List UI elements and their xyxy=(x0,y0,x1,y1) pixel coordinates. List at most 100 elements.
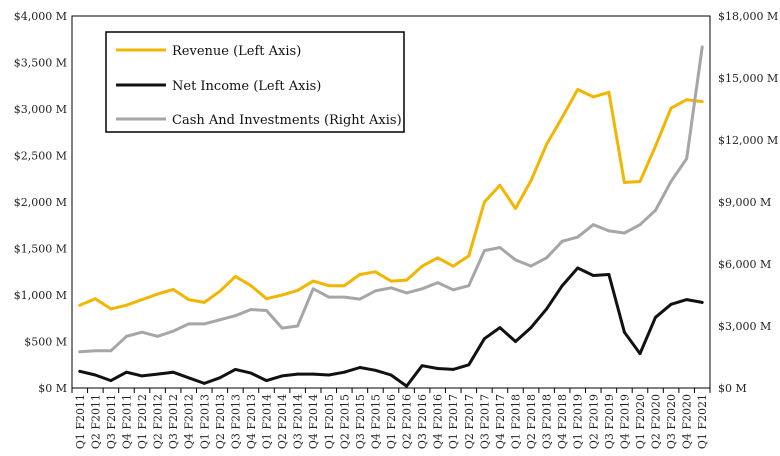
x-axis-tick-label: Q3 F2017 xyxy=(478,394,491,449)
x-axis-tick-label: Q2 F2019 xyxy=(587,394,600,449)
left-axis-ticks: $0 M $500 M $1,000 M $1,500 M $2,000 M $2,500… xyxy=(14,10,67,395)
x-axis-tick-label: Q2 F2013 xyxy=(214,394,227,449)
x-axis-tick-label: Q4 F2012 xyxy=(183,394,196,449)
data-point-revenue xyxy=(591,95,595,99)
data-point-net-income xyxy=(529,326,533,329)
data-point-net-income xyxy=(700,301,704,304)
data-point-cash-and-investments xyxy=(202,322,206,326)
left-axis-tick-label: $3,500 M xyxy=(14,57,67,70)
data-point-net-income xyxy=(576,266,580,270)
x-axis-ticks: Q1 F2011 Q2 F2011 Q3 F2011 Q4 F2011 Q1 F2012… xyxy=(71,388,711,449)
data-point-net-income xyxy=(358,366,362,369)
data-point-revenue xyxy=(529,179,533,183)
x-axis-tick-label: Q1 F2021 xyxy=(696,394,709,449)
legend: Revenue (Left Axis) Net Income (Left Axi… xyxy=(105,31,405,133)
x-axis-tick-label: Q3 F2014 xyxy=(292,394,305,449)
data-point-revenue xyxy=(576,88,580,91)
data-point-revenue xyxy=(405,278,408,282)
data-point-net-income xyxy=(436,367,440,370)
data-point-revenue xyxy=(202,301,206,304)
data-point-cash-and-investments xyxy=(311,287,315,291)
data-point-cash-and-investments xyxy=(607,229,611,233)
x-axis-tick-label: Q1 F2020 xyxy=(634,394,647,449)
data-point-cash-and-investments xyxy=(669,179,673,183)
x-axis-tick-label: Q1 F2013 xyxy=(198,394,211,449)
data-point-cash-and-investments xyxy=(280,326,284,330)
data-point-revenue xyxy=(156,292,160,296)
x-axis-tick-label: Q1 F2014 xyxy=(261,394,274,449)
data-point-cash-and-investments xyxy=(296,324,299,328)
data-point-net-income xyxy=(342,370,346,374)
x-axis-tick-label: Q3 F2018 xyxy=(541,394,554,449)
data-point-cash-and-investments xyxy=(140,330,144,334)
right-axis-tick-label: $18,000 M xyxy=(718,10,778,23)
data-point-revenue xyxy=(78,303,82,307)
x-axis-tick-label: Q3 F2016 xyxy=(416,394,429,449)
x-axis-tick-label: Q4 F2018 xyxy=(556,394,569,449)
right-axis-tick-label: $15,000 M xyxy=(718,72,778,85)
data-point-revenue xyxy=(93,297,97,301)
data-point-cash-and-investments xyxy=(234,314,237,318)
x-axis-tick-label: Q1 F2015 xyxy=(323,394,336,449)
data-point-cash-and-investments xyxy=(638,223,642,227)
data-point-revenue xyxy=(358,273,362,276)
plot-area xyxy=(71,15,711,389)
data-point-cash-and-investments xyxy=(78,350,82,354)
data-point-net-income xyxy=(280,374,284,378)
data-point-revenue xyxy=(451,264,455,268)
data-point-net-income xyxy=(249,371,253,375)
data-point-cash-and-investments xyxy=(623,231,626,235)
data-point-cash-and-investments xyxy=(249,308,253,311)
data-point-revenue xyxy=(125,303,128,307)
data-point-cash-and-investments xyxy=(156,334,160,338)
data-point-cash-and-investments xyxy=(171,329,175,333)
x-axis-tick-label: Q2 F2011 xyxy=(89,394,102,449)
data-point-net-income xyxy=(202,382,206,385)
data-point-net-income xyxy=(125,370,128,374)
data-point-revenue xyxy=(218,289,222,293)
data-point-net-income xyxy=(451,368,455,371)
x-axis-tick-label: Q2 F2015 xyxy=(338,394,351,449)
left-axis-tick-label: $1,000 M xyxy=(14,289,67,302)
left-axis-tick-label: $0 M xyxy=(38,382,67,395)
data-point-net-income xyxy=(140,374,144,378)
data-point-cash-and-investments xyxy=(420,287,424,291)
data-point-revenue xyxy=(607,90,611,94)
data-point-cash-and-investments xyxy=(405,291,408,295)
data-point-net-income xyxy=(374,368,377,372)
legend-label-revenue: Revenue (Left Axis) xyxy=(172,44,301,59)
x-axis-tick-label: Q2 F2017 xyxy=(463,394,476,449)
data-point-revenue xyxy=(514,207,517,210)
data-point-cash-and-investments xyxy=(467,284,471,288)
data-point-net-income xyxy=(514,340,517,343)
x-axis-tick-label: Q4 F2013 xyxy=(245,394,258,449)
data-point-revenue xyxy=(327,284,331,288)
data-point-net-income xyxy=(156,372,160,376)
data-point-cash-and-investments xyxy=(514,258,517,262)
right-axis-tick-label: $0 M xyxy=(718,382,747,395)
right-axis-ticks: $0 M $3,000 M $6,000 M $9,000 M $12,000 M $15… xyxy=(718,10,778,395)
data-point-revenue xyxy=(140,298,144,301)
data-point-net-income xyxy=(623,330,626,334)
data-point-revenue xyxy=(654,144,657,148)
data-point-net-income xyxy=(311,372,315,376)
data-point-revenue xyxy=(171,288,175,291)
data-point-net-income xyxy=(296,372,299,376)
left-axis-tick-label: $500 M xyxy=(24,336,67,349)
data-point-net-income xyxy=(669,302,673,306)
right-axis-tick-label: $12,000 M xyxy=(718,134,778,147)
data-point-revenue xyxy=(560,116,564,119)
data-point-revenue xyxy=(374,270,377,274)
x-axis-tick-label: Q1 F2018 xyxy=(509,394,522,449)
data-point-revenue xyxy=(638,180,642,183)
data-point-net-income xyxy=(327,373,331,377)
data-point-revenue xyxy=(311,279,315,283)
right-axis-tick-label: $3,000 M xyxy=(718,320,771,333)
x-axis-tick-label: Q2 F2012 xyxy=(152,394,165,449)
data-point-cash-and-investments xyxy=(654,208,657,212)
data-point-net-income xyxy=(78,369,82,373)
left-axis-tick-label: $2,500 M xyxy=(14,150,67,163)
x-axis-tick-label: Q4 F2020 xyxy=(681,394,694,449)
data-point-revenue xyxy=(685,98,689,102)
data-point-revenue xyxy=(249,284,253,288)
